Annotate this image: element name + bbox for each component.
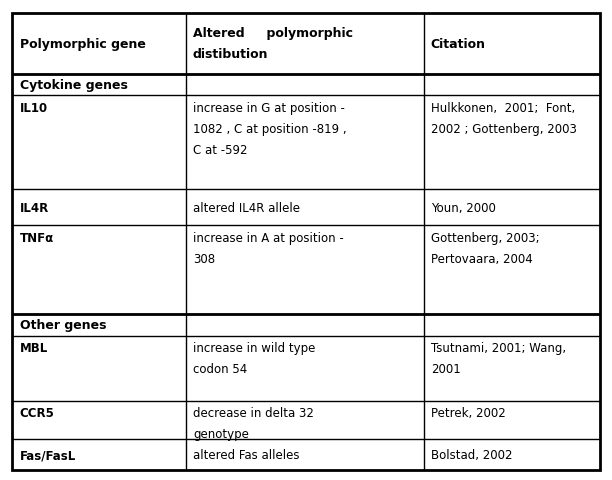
Text: altered Fas alleles: altered Fas alleles [193,448,299,461]
Text: TNFα: TNFα [20,231,54,244]
Text: IL4R: IL4R [20,201,49,214]
Text: Bolstad, 2002: Bolstad, 2002 [431,448,512,461]
Text: decrease in delta 32
genotype: decrease in delta 32 genotype [193,407,314,441]
Text: Petrek, 2002: Petrek, 2002 [431,407,506,420]
Text: CCR5: CCR5 [20,407,54,420]
Text: Tsutnami, 2001; Wang,
2001: Tsutnami, 2001; Wang, 2001 [431,342,566,376]
Text: Citation: Citation [431,38,486,51]
Text: Polymorphic gene: Polymorphic gene [20,38,146,51]
Text: Hulkkonen,  2001;  Font,
2002 ; Gottenberg, 2003: Hulkkonen, 2001; Font, 2002 ; Gottenberg… [431,102,577,136]
Text: Cytokine genes: Cytokine genes [20,79,127,92]
Text: Gottenberg, 2003;
Pertovaara, 2004: Gottenberg, 2003; Pertovaara, 2004 [431,231,539,265]
Text: Altered     polymorphic
distibution: Altered polymorphic distibution [193,27,353,61]
Text: Fas/FasL: Fas/FasL [20,448,76,461]
Text: Other genes: Other genes [20,319,106,332]
Text: MBL: MBL [20,342,48,355]
Text: IL10: IL10 [20,102,48,115]
Text: increase in G at position -
1082 , C at position -819 ,
C at -592: increase in G at position - 1082 , C at … [193,102,346,156]
Text: altered IL4R allele: altered IL4R allele [193,201,300,214]
Text: Youn, 2000: Youn, 2000 [431,201,496,214]
Text: increase in wild type
codon 54: increase in wild type codon 54 [193,342,315,376]
Text: increase in A at position -
308: increase in A at position - 308 [193,231,344,265]
